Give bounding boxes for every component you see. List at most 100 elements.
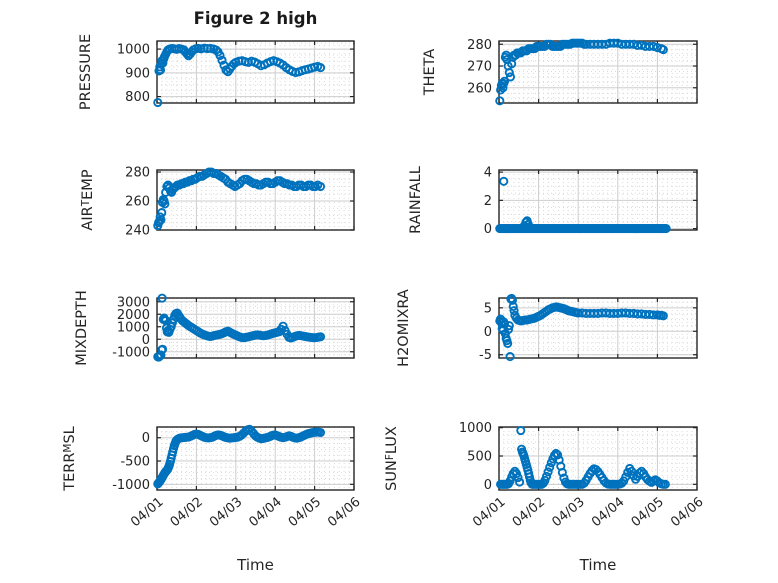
scatter-series-rainfall (495, 176, 671, 234)
x-tick-label: 04/03 (549, 495, 587, 531)
data-point (617, 478, 627, 488)
y-tick-label: -1000 (112, 345, 150, 360)
subplot-pressure: 800 900 1000 PRESSURE (78, 34, 355, 110)
data-point (658, 45, 668, 55)
data-point (543, 467, 553, 477)
axes-box (156, 297, 355, 359)
data-point (516, 425, 526, 436)
data-point (217, 55, 227, 65)
data-point (160, 199, 170, 209)
data-point (505, 72, 516, 82)
data-point (587, 466, 597, 476)
data-point (499, 176, 509, 186)
axes-box (498, 426, 698, 491)
data-point (154, 216, 164, 226)
scatter-series-sun-flux (496, 425, 670, 489)
x-tick-label: 04/06 (668, 495, 706, 531)
subplot-sun-flux: 0 500 1000 SUNFLUX 04/01 04/02 04/03 04/04 04/05… (384, 421, 707, 574)
axes-box (156, 426, 355, 491)
y-tick-label: -1000 (112, 478, 150, 493)
data-point (660, 479, 670, 489)
data-point (524, 222, 535, 232)
y-tick-label: 280 (125, 166, 150, 181)
scatter-series-air-temp (153, 167, 326, 231)
x-tick-label: 04/02 (510, 495, 548, 531)
y-tick-label: -5 (479, 348, 492, 363)
y-tick-label: 2000 (117, 308, 150, 323)
y-tick-label: 1000 (117, 320, 150, 335)
axes-box (156, 169, 355, 231)
data-point (509, 306, 519, 316)
ylabel-air-temp: AIRTEMP (80, 169, 96, 230)
data-point (503, 324, 514, 334)
data-point (495, 96, 505, 106)
x-tick-label: 04/06 (325, 495, 363, 531)
x-tick-label: 04/03 (207, 495, 245, 531)
data-point (553, 450, 563, 460)
data-point (278, 321, 288, 331)
xlabel-time: Time (579, 556, 617, 574)
x-tick-label: 04/04 (589, 495, 627, 531)
y-tick-label: 0 (484, 325, 492, 340)
data-point (504, 321, 514, 331)
major-grid (157, 298, 354, 358)
data-point (545, 462, 555, 472)
data-point (627, 466, 637, 476)
y-tick-label: 900 (125, 66, 150, 81)
x-tick-label: 04/05 (286, 495, 324, 531)
y-tick-label: 240 (125, 224, 150, 239)
major-grid (499, 298, 697, 358)
y-tick-label: -500 (120, 455, 150, 470)
x-tick-label: 04/04 (246, 495, 284, 531)
ylabel-pressure: PRESSURE (78, 34, 94, 110)
ylabel-h2omixra: H2OMIXRA (396, 289, 412, 367)
data-point (157, 344, 168, 354)
data-point (156, 350, 166, 360)
scatter-series-terr-msl (153, 424, 326, 489)
subplot-theta: 260 270 280 THETA (422, 38, 698, 106)
data-point (635, 468, 645, 478)
data-point (157, 293, 167, 303)
y-tick-label: 2 (484, 194, 492, 209)
y-tick-label: 0 (142, 431, 150, 446)
data-point (157, 208, 167, 218)
x-tick-label: 04/02 (168, 495, 206, 531)
data-point (153, 97, 163, 108)
data-point (499, 76, 510, 86)
subplot-rainfall: 0 2 4 RAINFALL (408, 166, 698, 237)
data-point (315, 181, 326, 192)
data-point (503, 338, 513, 349)
x-tick-label: 04/01 (470, 495, 508, 531)
subplot-h2omixra: -5 0 5 H2OMIXRA (396, 289, 698, 367)
y-tick-label: 4 (484, 166, 492, 181)
scatter-series-h2omixra (495, 293, 668, 362)
y-tick-label: 3000 (117, 295, 150, 310)
ylabel-theta: THETA (422, 49, 438, 97)
y-tick-label: 1000 (117, 43, 150, 58)
data-point (315, 63, 326, 73)
y-tick-label: 260 (467, 81, 492, 96)
data-point (513, 472, 523, 483)
y-tick-label: 1000 (459, 421, 492, 436)
y-tick-label: 5 (484, 301, 492, 316)
y-tick-label: 260 (125, 195, 150, 210)
xlabel-time: Time (236, 556, 274, 574)
ylabel-terr-msl: TERRMSL (62, 426, 78, 492)
data-point (658, 311, 668, 321)
data-point (541, 471, 552, 481)
ylabel-mixdepth: MIXDEPTH (74, 290, 90, 366)
minor-grid (499, 170, 697, 230)
minor-grid (499, 298, 697, 358)
subplot-air-temp: 240 260 280 AIRTEMP (80, 166, 355, 239)
ylabel-rainfall: RAINFALL (408, 166, 424, 234)
tick-marks (156, 170, 355, 231)
y-tick-label: 0 (142, 333, 150, 348)
scatter-series-theta (495, 38, 668, 106)
data-point (648, 41, 658, 51)
y-tick-label: 500 (467, 450, 492, 465)
x-tick-label: 04/01 (128, 495, 166, 531)
